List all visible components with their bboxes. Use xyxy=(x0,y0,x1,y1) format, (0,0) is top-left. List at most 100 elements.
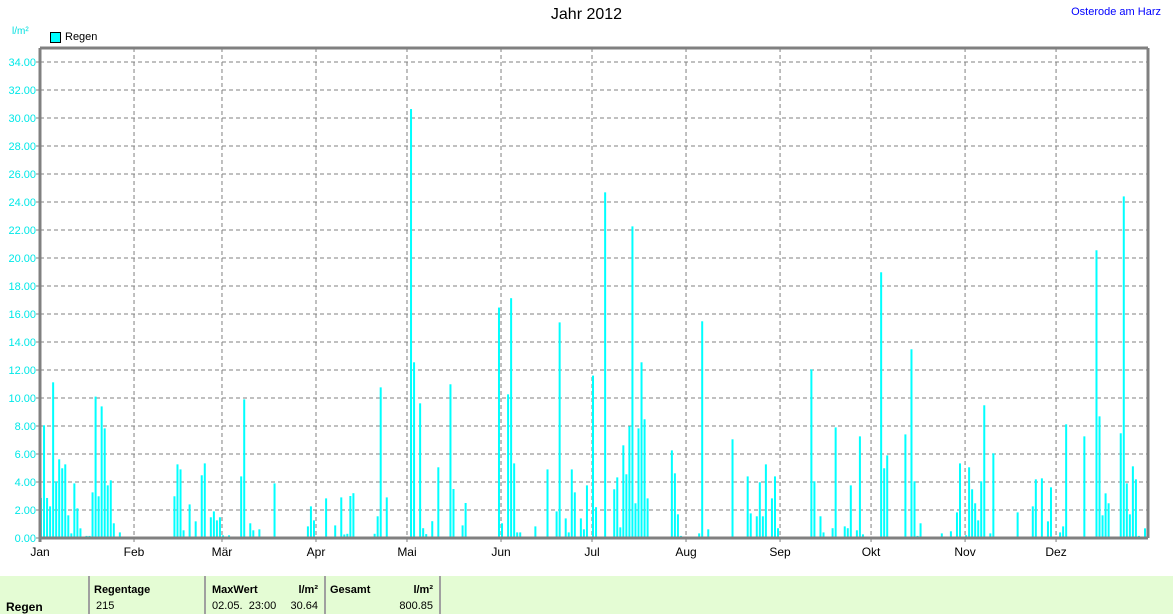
bar-06-05 xyxy=(513,463,516,538)
bar-12-22 xyxy=(1119,433,1122,538)
bar-02-28 xyxy=(215,520,218,538)
bar-04-13 xyxy=(352,493,355,538)
bar-07-09 xyxy=(616,477,619,538)
bar-09-27 xyxy=(858,436,861,538)
bar-04-04 xyxy=(325,498,328,538)
bar-03-07 xyxy=(240,476,243,538)
bar-11-05 xyxy=(977,520,980,538)
x-tick-label: Jul xyxy=(584,545,599,559)
bar-09-12 xyxy=(813,481,816,538)
bar-03-11 xyxy=(252,530,255,538)
bar-12-04 xyxy=(1065,424,1068,538)
y-tick-label: 0.00 xyxy=(15,533,36,545)
bar-06-12 xyxy=(534,526,537,538)
bar-01-03 xyxy=(46,497,49,538)
bar-01-18 xyxy=(91,492,94,538)
bar-12-17 xyxy=(1104,493,1107,538)
bar-07-18 xyxy=(643,419,646,538)
bar-03-10 xyxy=(249,523,252,538)
bar-06-03 xyxy=(507,394,510,538)
bar-06-22 xyxy=(564,518,567,538)
bar-02-17 xyxy=(182,530,185,538)
bar-09-22 xyxy=(843,526,846,538)
bar-07-01 xyxy=(592,375,595,538)
y-tick-label: 10.00 xyxy=(8,393,36,405)
bar-01-05 xyxy=(52,382,55,538)
bar-06-20 xyxy=(558,322,561,538)
bar-05-19 xyxy=(461,525,464,538)
bar-12-02 xyxy=(1059,532,1062,538)
bar-04-11 xyxy=(346,533,349,538)
y-tick-label: 22.00 xyxy=(8,225,36,237)
bar-01-13 xyxy=(76,508,79,538)
bar-11-03 xyxy=(971,489,974,538)
bar-12-24 xyxy=(1125,483,1128,538)
bar-03-13 xyxy=(258,529,261,538)
bar-11-06 xyxy=(980,481,983,538)
bar-09-15 xyxy=(822,532,825,538)
bar-12-30 xyxy=(1144,528,1147,538)
bar-11-26 xyxy=(1040,478,1043,538)
y-tick-label: 24.00 xyxy=(8,197,36,209)
y-tick-label: 18.00 xyxy=(8,281,36,293)
y-tick-label: 2.00 xyxy=(15,505,36,517)
y-tick-label: 16.00 xyxy=(8,309,36,321)
bar-05-07 xyxy=(425,534,428,538)
bar-03-08 xyxy=(243,399,246,538)
y-tick-label: 6.00 xyxy=(15,449,36,461)
bar-08-06 xyxy=(701,321,704,538)
bar-08-27 xyxy=(764,464,767,538)
bar-04-07 xyxy=(334,525,337,538)
bar-02-29 xyxy=(218,517,221,538)
bar-06-25 xyxy=(573,492,576,538)
regentage-label: Regentage xyxy=(94,584,151,596)
bar-01-20 xyxy=(97,496,100,538)
bar-06-19 xyxy=(555,511,558,538)
bar-11-02 xyxy=(968,467,971,538)
bar-06-28 xyxy=(582,529,585,538)
bar-05-16 xyxy=(452,489,455,538)
bar-01-10 xyxy=(67,515,70,538)
bar-02-23 xyxy=(200,475,203,538)
y-axis-unit: l/m² xyxy=(12,26,29,37)
bar-12-18 xyxy=(1107,503,1110,538)
x-tick-label: Feb xyxy=(124,545,145,559)
bar-07-28 xyxy=(673,473,676,538)
bar-02-15 xyxy=(176,464,179,538)
bar-09-14 xyxy=(819,516,822,538)
stats-col-regentage: Regentage 215 xyxy=(90,576,206,614)
bar-01-19 xyxy=(94,396,97,538)
bar-07-14 xyxy=(631,226,634,539)
bar-08-24 xyxy=(755,516,758,538)
bar-05-05 xyxy=(419,403,422,538)
bar-08-05 xyxy=(698,533,701,538)
bar-12-25 xyxy=(1128,514,1131,538)
bar-05-11 xyxy=(437,467,440,538)
y-tick-label: 32.00 xyxy=(8,85,36,97)
maxwert-value: 30.64 xyxy=(290,600,318,612)
bar-08-29 xyxy=(770,498,773,538)
bar-05-20 xyxy=(464,503,467,538)
bar-08-16 xyxy=(731,439,734,538)
bar-06-16 xyxy=(546,469,549,538)
bar-08-08 xyxy=(707,529,710,538)
bar-08-26 xyxy=(761,516,764,538)
bar-09-24 xyxy=(849,485,852,538)
bar-04-21 xyxy=(376,516,379,538)
x-tick-label: Apr xyxy=(307,545,326,559)
legend-label-regen: Regen xyxy=(65,31,98,43)
bar-07-11 xyxy=(622,445,625,538)
maxwert-time: 02.05. 23:00 xyxy=(212,600,277,612)
gesamt-label: Gesamt xyxy=(330,584,371,596)
bar-04-10 xyxy=(343,534,346,538)
bar-03-30 xyxy=(309,506,312,538)
bar-11-09 xyxy=(989,533,992,538)
bar-06-29 xyxy=(585,485,588,538)
bar-11-04 xyxy=(974,503,977,538)
bar-09-23 xyxy=(846,528,849,538)
bar-07-10 xyxy=(619,527,622,538)
bar-10-14 xyxy=(910,349,913,538)
bar-07-29 xyxy=(676,514,679,538)
y-tick-label: 20.00 xyxy=(8,253,36,265)
bar-01-24 xyxy=(109,480,112,538)
